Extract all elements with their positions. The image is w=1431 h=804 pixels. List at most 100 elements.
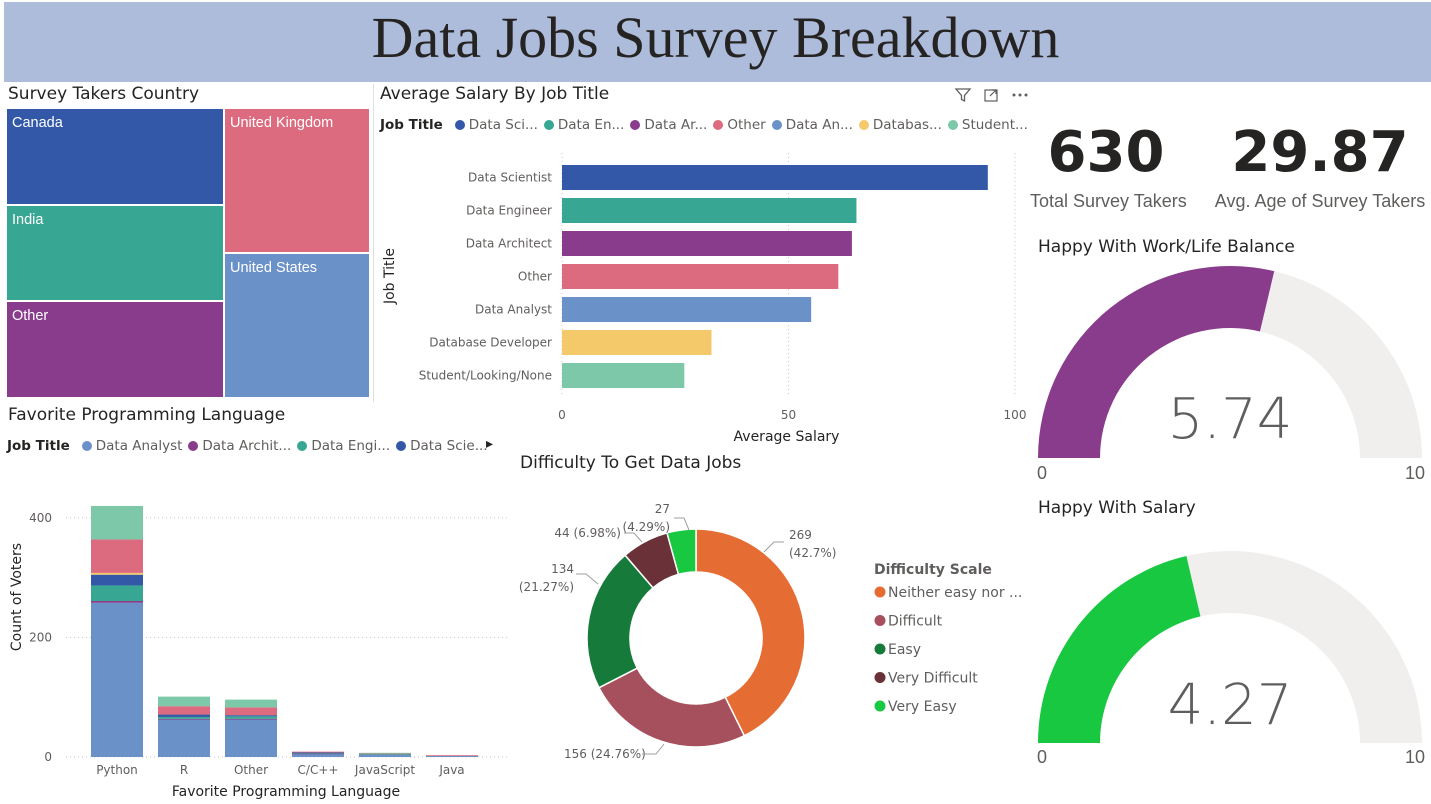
stacked-bar-segment[interactable] <box>426 755 478 757</box>
stacked-bar-segment[interactable] <box>292 754 344 757</box>
legend-dot <box>713 120 724 130</box>
salary-bar[interactable] <box>562 330 712 355</box>
stacked-bar-segment[interactable] <box>359 754 411 755</box>
legend-dot <box>188 441 199 451</box>
stacked-bar-segment[interactable] <box>225 718 277 720</box>
leader-line[interactable] <box>642 743 665 755</box>
stacked-bar-segment[interactable] <box>91 602 143 757</box>
filter-icon[interactable] <box>954 86 972 104</box>
stacked-bar-segment[interactable] <box>158 716 210 719</box>
salary-bar[interactable] <box>562 264 839 289</box>
gauge-fill[interactable] <box>1038 556 1201 743</box>
legend-item[interactable]: Data An... <box>785 117 853 133</box>
stacked-bar-segment[interactable] <box>359 754 411 757</box>
stacked-bar-segment[interactable] <box>225 716 277 719</box>
stacked-bar-segment[interactable] <box>225 719 277 757</box>
x-tick-label: 0 <box>558 408 566 422</box>
treemap-title: Survey Takers Country <box>8 84 200 104</box>
legend-item[interactable]: Data Analyst <box>95 438 183 454</box>
treemap-tile-united-states[interactable]: United States <box>224 253 370 398</box>
stacked-bar-segment[interactable] <box>158 718 210 720</box>
y-tick-label: Other <box>518 270 552 284</box>
x-tick-label: R <box>180 763 188 777</box>
legend-item[interactable]: Data Archit... <box>202 438 292 454</box>
stacked-bar-segment[interactable] <box>292 751 344 753</box>
donut-slice[interactable] <box>666 528 697 576</box>
leader-line[interactable] <box>763 541 784 553</box>
donut-slice[interactable] <box>597 667 746 748</box>
stacked-bar-segment[interactable] <box>91 600 143 603</box>
salary-gauge-min: 0 <box>1037 747 1048 767</box>
salary-bar[interactable] <box>562 231 852 256</box>
stacked-bar-segment[interactable] <box>158 714 210 717</box>
header-banner <box>4 2 1431 82</box>
salary-bar[interactable] <box>562 165 988 190</box>
legend-item[interactable]: Databas... <box>872 117 942 133</box>
leader-line[interactable] <box>674 517 690 531</box>
more-options-icon[interactable] <box>1010 86 1030 104</box>
language-stacked-bar-chart[interactable]: 0 200 400 Python R Other C/C++ JavaScript Java Fa… <box>0 470 512 804</box>
stacked-bar-segment[interactable] <box>359 752 411 754</box>
salary-bar[interactable] <box>562 198 857 223</box>
stacked-bar-segment[interactable] <box>292 752 344 754</box>
salary-bar-chart[interactable]: 0 50 100 Data Scientist Data Engineer Data Ar… <box>374 145 1034 450</box>
data-label: 156 (24.76%) <box>564 747 646 761</box>
legend-dot <box>297 441 308 451</box>
salary-bar[interactable] <box>562 363 685 388</box>
stacked-bar-segment[interactable] <box>225 707 277 716</box>
treemap-tile-united-kingdom[interactable]: United Kingdom <box>224 108 370 253</box>
legend-dot <box>543 120 554 130</box>
x-axis-title: Average Salary <box>734 429 840 445</box>
stacked-bar-segment[interactable] <box>91 505 143 540</box>
leader-line[interactable] <box>576 573 599 585</box>
x-tick-label: C/C++ <box>298 763 339 777</box>
stacked-bar-segment[interactable] <box>91 585 143 601</box>
focus-mode-icon[interactable] <box>982 86 1000 104</box>
legend-item[interactable]: Data Engi... <box>311 438 391 454</box>
salary-gauge[interactable] <box>1034 543 1426 743</box>
stacked-bar-segment[interactable] <box>91 539 143 573</box>
difficulty-donut-chart[interactable]: 269 (42.7%) 156 (24.76%) 134 (21.27%) 44 (6.9… <box>512 478 1032 804</box>
y-tick-label: 400 <box>29 511 52 525</box>
y-axis-title: Count of Voters <box>9 543 25 651</box>
stacked-bar-segment[interactable] <box>158 696 210 707</box>
y-tick-label: Data Analyst <box>475 303 552 317</box>
treemap-tile-other[interactable]: Other <box>6 301 224 398</box>
stacked-bar-segment[interactable] <box>292 752 344 754</box>
legend-dot <box>81 441 92 451</box>
legend-item[interactable]: Data Sci... <box>468 117 538 133</box>
legend-item[interactable]: Data Ar... <box>644 117 708 133</box>
treemap-tile-india[interactable]: India <box>6 205 224 301</box>
stacked-bar-segment[interactable] <box>292 753 344 755</box>
legend-item[interactable]: Student... <box>961 117 1028 133</box>
legend-item[interactable]: Other <box>727 117 766 133</box>
legend-item: Easy <box>888 642 921 658</box>
worklife-gauge-title: Happy With Work/Life Balance <box>1038 237 1295 257</box>
stacked-bar-segment[interactable] <box>225 699 277 708</box>
legend-title: Job Title <box>7 438 70 454</box>
gauge-fill[interactable] <box>1038 265 1275 458</box>
legend-item[interactable]: Data En... <box>557 117 625 133</box>
data-label: 269 <box>789 528 812 542</box>
legend-item[interactable]: Data Scie... <box>410 438 488 454</box>
leader-line[interactable] <box>624 532 643 543</box>
donut-slice[interactable] <box>695 528 806 737</box>
worklife-gauge[interactable] <box>1034 258 1426 458</box>
salary-bar[interactable] <box>562 297 812 322</box>
stacked-bar-segment[interactable] <box>158 706 210 715</box>
treemap-tile-canada[interactable]: Canada <box>6 108 224 205</box>
salary-gauge-title: Happy With Salary <box>1038 498 1196 518</box>
legend-next-arrow-icon[interactable]: ▸ <box>486 436 494 452</box>
legend-dot <box>396 441 407 451</box>
x-tick-label: 50 <box>781 408 796 422</box>
stacked-bar-segment[interactable] <box>91 574 143 586</box>
y-tick-label: Database Developer <box>429 336 552 350</box>
legend-title: Difficulty Scale <box>874 562 992 578</box>
legend-item: Very Easy <box>888 699 957 715</box>
country-treemap[interactable]: Canada United Kingdom India United State… <box>6 108 370 398</box>
stacked-bar-segment[interactable] <box>359 753 411 755</box>
stacked-bar-segment[interactable] <box>91 572 143 575</box>
stacked-bar-segment[interactable] <box>426 755 478 757</box>
stacked-bar-segment[interactable] <box>225 715 277 717</box>
stacked-bar-segment[interactable] <box>158 719 210 757</box>
